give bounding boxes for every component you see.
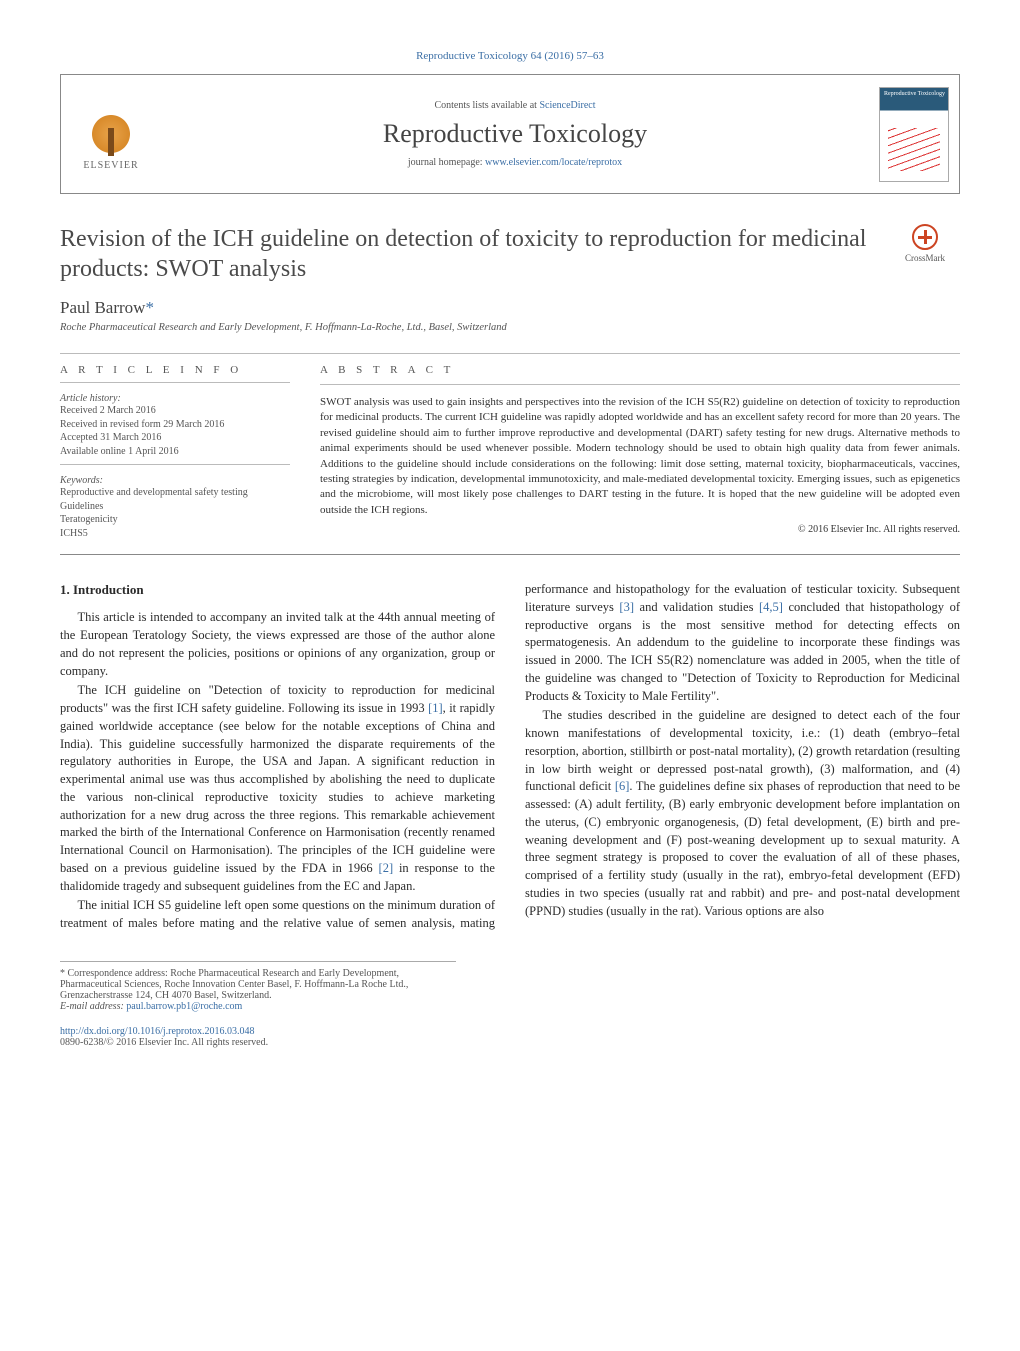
divider (60, 382, 290, 383)
abstract-column: A B S T R A C T SWOT analysis was used t… (320, 364, 960, 540)
affiliation: Roche Pharmaceutical Research and Early … (60, 322, 960, 333)
citation-link[interactable]: [6] (615, 779, 630, 793)
history-item: Received 2 March 2016 (60, 404, 290, 418)
crossmark-label: CrossMark (905, 253, 945, 263)
keywords-label: Keywords: (60, 475, 290, 486)
body-text: and validation studies (634, 600, 759, 614)
correspondence-footnote: * Correspondence address: Roche Pharmace… (60, 968, 456, 1001)
article-title: Revision of the ICH guideline on detecti… (60, 224, 878, 284)
contents-prefix: Contents lists available at (434, 100, 539, 111)
section-heading-introduction: 1. Introduction (60, 581, 495, 599)
elsevier-logo: ELSEVIER (61, 75, 161, 193)
publisher-name: ELSEVIER (83, 160, 138, 171)
sciencedirect-link[interactable]: ScienceDirect (539, 100, 595, 111)
contents-line: Contents lists available at ScienceDirec… (434, 100, 595, 111)
journal-title: Reproductive Toxicology (383, 119, 647, 149)
divider-thick (60, 554, 960, 555)
citation-link[interactable]: [2] (379, 861, 394, 875)
history-item: Accepted 31 March 2016 (60, 431, 290, 445)
journal-cover-thumb: Reproductive Toxicology (869, 75, 959, 193)
article-info-heading: A R T I C L E I N F O (60, 364, 290, 376)
crossmark-badge[interactable]: CrossMark (890, 224, 960, 263)
divider (320, 384, 960, 385)
body-text: concluded that histopathology of reprodu… (525, 600, 960, 703)
citation-link[interactable]: [3] (619, 600, 634, 614)
body-paragraph: The ICH guideline on "Detection of toxic… (60, 682, 495, 895)
homepage-line: journal homepage: www.elsevier.com/locat… (408, 157, 622, 168)
abstract-heading: A B S T R A C T (320, 364, 960, 376)
body-paragraph: The studies described in the guideline a… (525, 707, 960, 920)
abstract-text: SWOT analysis was used to gain insights … (320, 395, 960, 518)
footnote-block: * Correspondence address: Roche Pharmace… (60, 961, 456, 1012)
history-item: Available online 1 April 2016 (60, 445, 290, 459)
keyword: Guidelines (60, 500, 290, 514)
author-line: Paul Barrow* (60, 298, 960, 318)
header-center: Contents lists available at ScienceDirec… (161, 75, 869, 193)
homepage-prefix: journal homepage: (408, 157, 485, 168)
journal-header-box: ELSEVIER Contents lists available at Sci… (60, 74, 960, 194)
history-label: Article history: (60, 393, 290, 404)
issn-copyright: 0890-6238/© 2016 Elsevier Inc. All right… (60, 1037, 268, 1048)
crossmark-icon (912, 224, 938, 250)
body-two-column: 1. Introduction This article is intended… (60, 581, 960, 933)
elsevier-tree-icon (81, 98, 141, 158)
doi-block: http://dx.doi.org/10.1016/j.reprotox.201… (60, 1026, 960, 1048)
body-text: . The guidelines define six phases of re… (525, 779, 960, 917)
body-text: , it rapidly gained worldwide acceptance… (60, 701, 495, 875)
keyword: ICHS5 (60, 527, 290, 541)
abstract-copyright: © 2016 Elsevier Inc. All rights reserved… (320, 524, 960, 535)
divider (60, 353, 960, 354)
author-name: Paul Barrow (60, 298, 145, 317)
keyword: Teratogenicity (60, 513, 290, 527)
citation-link[interactable]: [4,5] (759, 600, 783, 614)
body-paragraph: This article is intended to accompany an… (60, 609, 495, 680)
citation-link[interactable]: [1] (428, 701, 443, 715)
author-email[interactable]: paul.barrow.pb1@roche.com (126, 1001, 242, 1012)
divider (60, 464, 290, 465)
article-info-column: A R T I C L E I N F O Article history: R… (60, 364, 290, 540)
keyword: Reproductive and developmental safety te… (60, 486, 290, 500)
journal-reference: Reproductive Toxicology 64 (2016) 57–63 (60, 50, 960, 62)
doi-link[interactable]: http://dx.doi.org/10.1016/j.reprotox.201… (60, 1026, 255, 1037)
cover-label: Reproductive Toxicology (884, 91, 945, 97)
history-item: Received in revised form 29 March 2016 (60, 418, 290, 432)
homepage-link[interactable]: www.elsevier.com/locate/reprotox (485, 157, 622, 168)
corresponding-marker: * (145, 298, 154, 317)
email-label: E-mail address: (60, 1001, 126, 1012)
